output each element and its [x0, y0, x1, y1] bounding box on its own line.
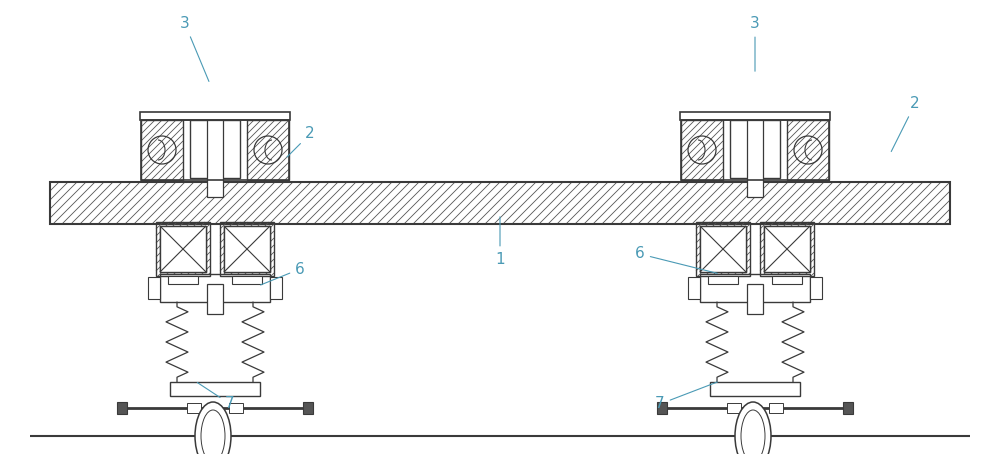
Bar — [168, 276, 198, 284]
Bar — [141, 120, 289, 180]
Bar — [141, 120, 183, 180]
Bar — [160, 226, 206, 272]
Bar — [148, 277, 160, 299]
Bar — [247, 120, 289, 180]
Bar — [681, 120, 829, 180]
Bar — [843, 402, 853, 414]
Bar — [160, 226, 206, 272]
Bar — [224, 226, 270, 272]
Bar — [772, 276, 802, 284]
Text: 3: 3 — [180, 16, 209, 81]
Bar — [681, 120, 723, 180]
Bar — [224, 226, 270, 272]
Bar — [764, 226, 810, 272]
Bar — [207, 120, 223, 197]
Bar — [727, 403, 741, 413]
Bar — [187, 403, 201, 413]
Bar — [700, 226, 746, 272]
Bar — [303, 402, 313, 414]
Ellipse shape — [735, 402, 771, 454]
Text: 7: 7 — [197, 383, 235, 411]
Bar — [764, 226, 810, 272]
Bar — [730, 120, 780, 178]
Bar — [708, 276, 738, 284]
Bar — [140, 112, 290, 120]
Text: 6: 6 — [261, 262, 305, 285]
Bar — [700, 226, 746, 272]
Bar — [229, 403, 243, 413]
Bar — [700, 274, 810, 302]
Bar — [680, 112, 830, 120]
Bar — [696, 222, 750, 276]
Bar — [190, 120, 240, 178]
Text: 3: 3 — [750, 16, 760, 71]
Bar — [657, 402, 667, 414]
Bar — [50, 182, 950, 224]
Bar — [810, 277, 822, 299]
Bar — [769, 403, 783, 413]
Bar — [170, 382, 260, 396]
Bar — [232, 276, 262, 284]
Text: 2: 2 — [287, 127, 315, 157]
Ellipse shape — [195, 402, 231, 454]
Bar — [760, 222, 814, 276]
Ellipse shape — [201, 410, 225, 454]
Bar — [787, 120, 829, 180]
Bar — [156, 222, 210, 276]
Bar — [270, 277, 282, 299]
Bar — [747, 284, 763, 314]
Bar — [207, 284, 223, 314]
Text: 6: 6 — [635, 247, 717, 273]
Bar — [117, 402, 127, 414]
Bar — [688, 277, 700, 299]
Bar — [710, 382, 800, 396]
Text: 7: 7 — [655, 382, 717, 411]
Bar — [220, 222, 274, 276]
Ellipse shape — [741, 410, 765, 454]
Text: 2: 2 — [891, 97, 920, 152]
Bar — [160, 274, 270, 302]
Text: 1: 1 — [495, 217, 505, 266]
Bar — [747, 120, 763, 197]
